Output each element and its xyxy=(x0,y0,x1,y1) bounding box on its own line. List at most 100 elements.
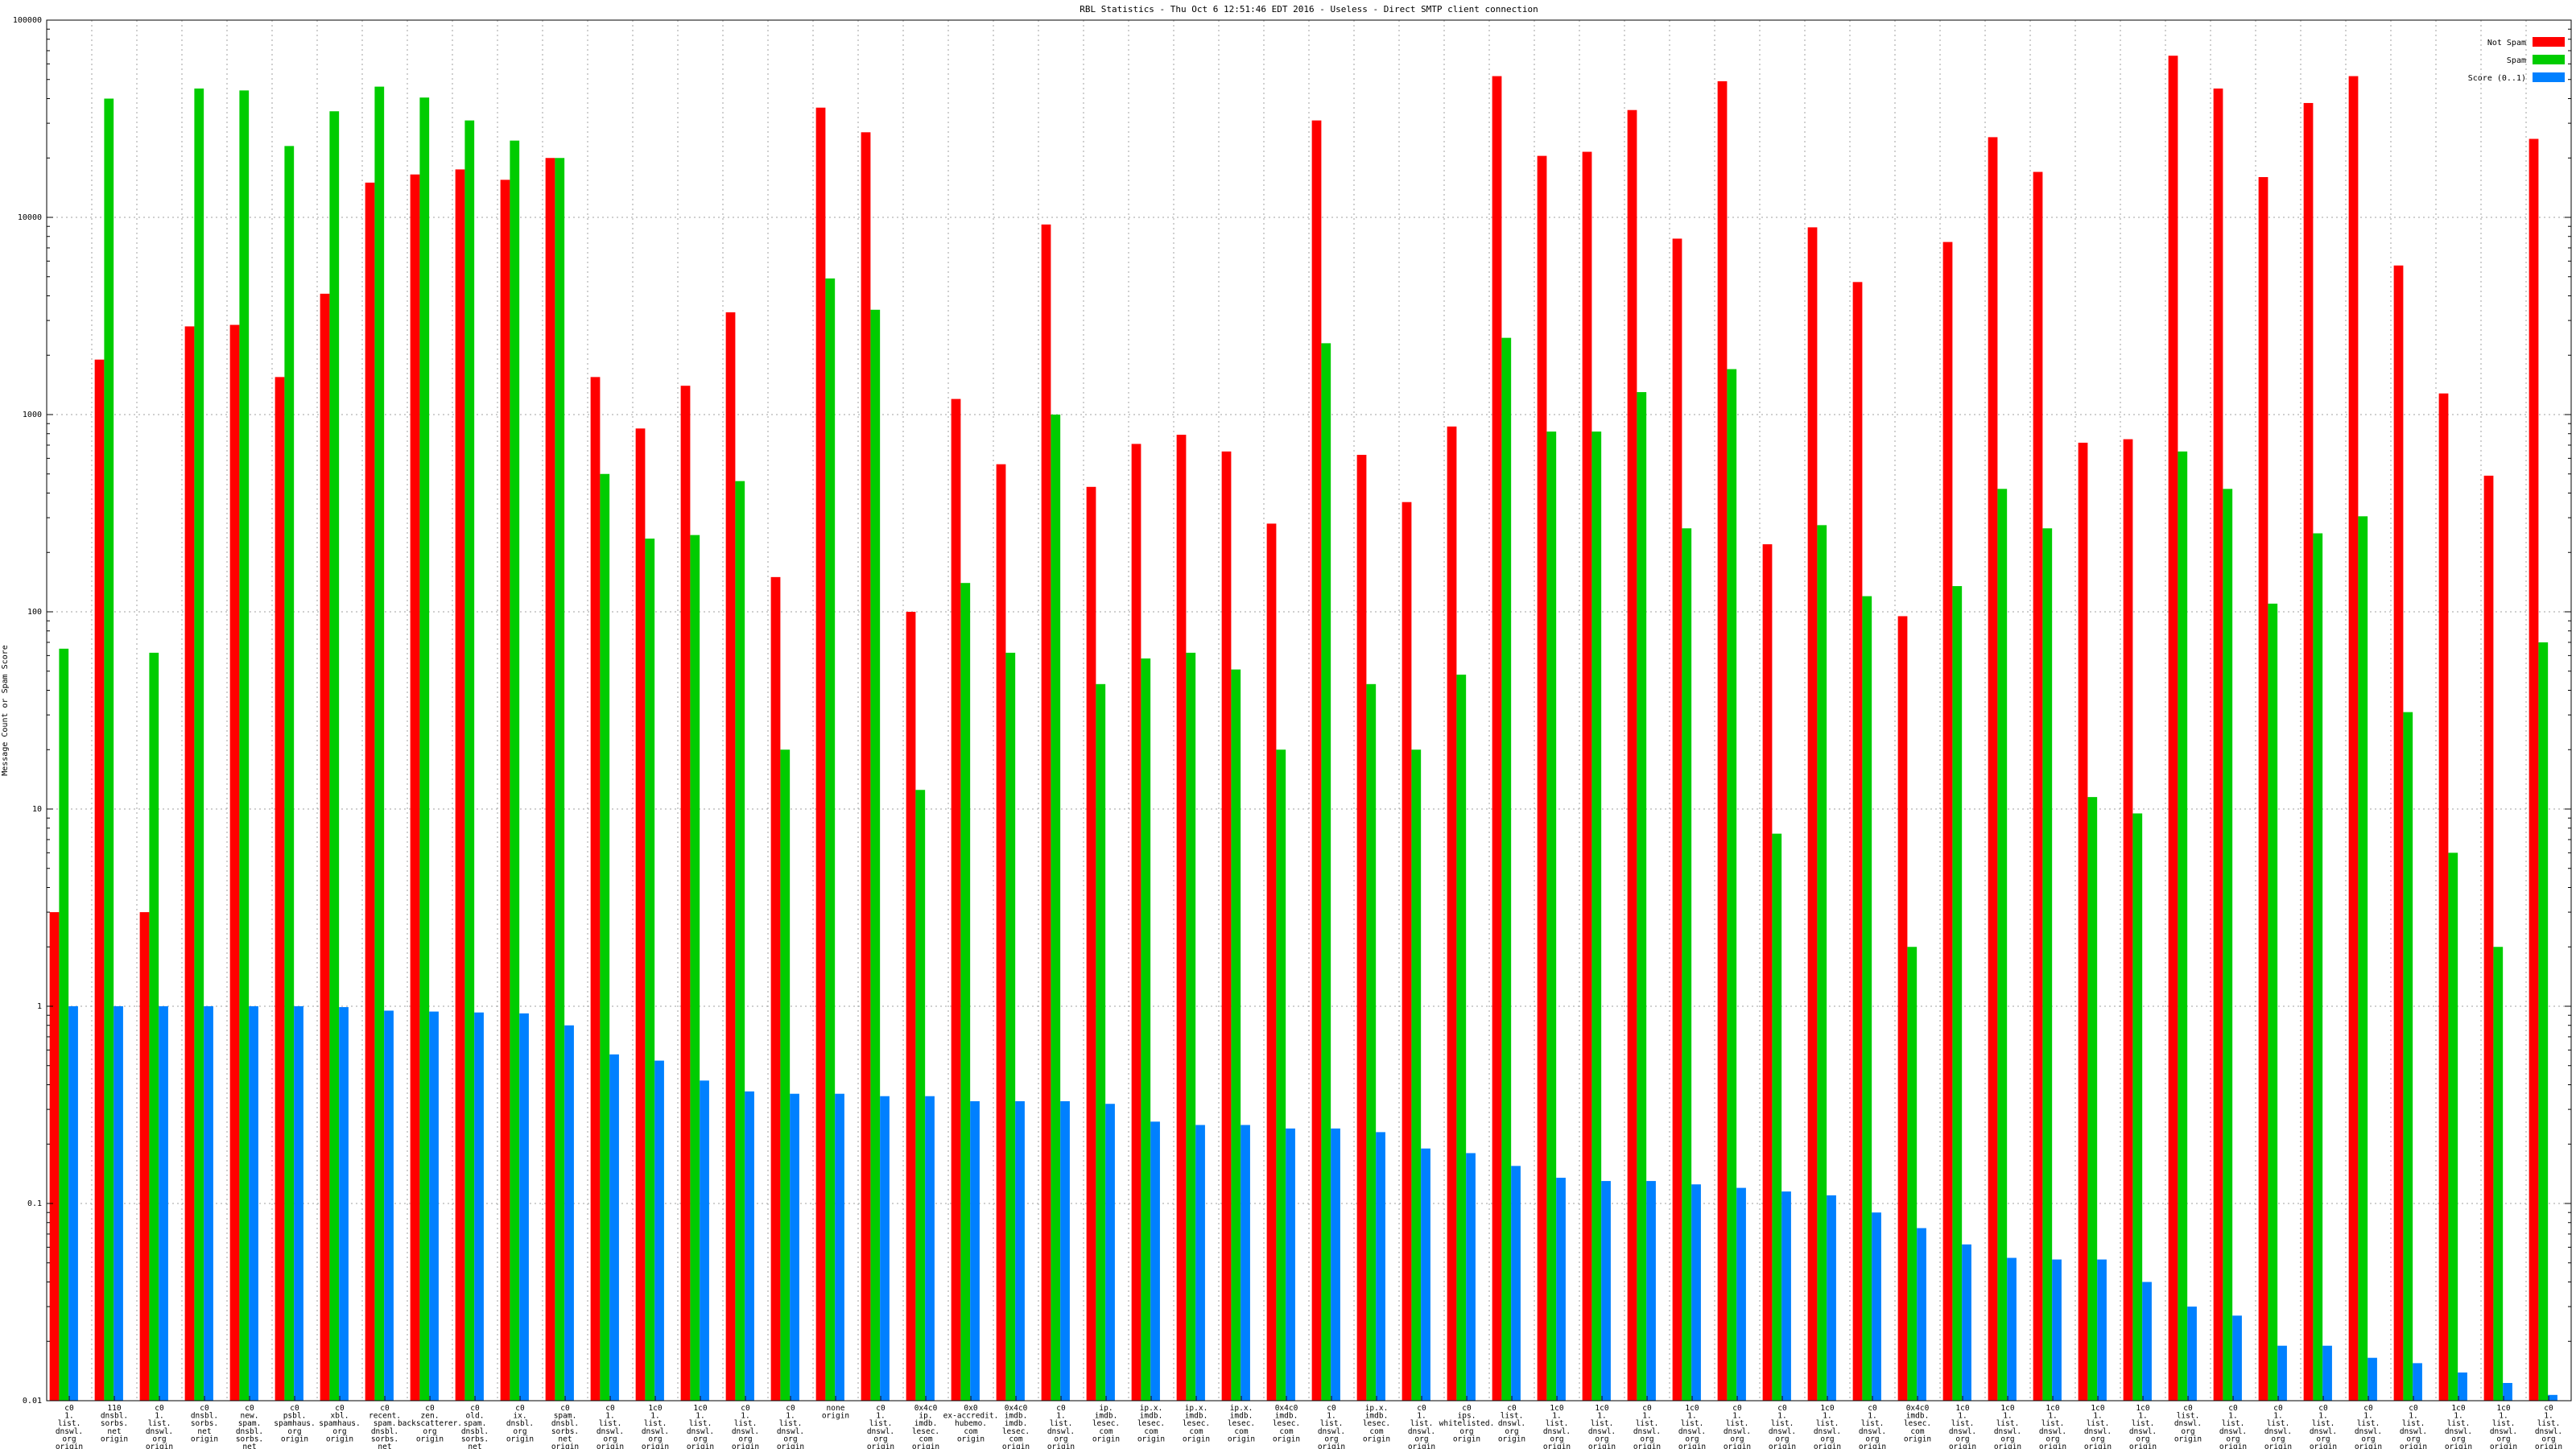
bar-spam-13 xyxy=(645,539,655,1401)
x-category-label-line: ip.x. xyxy=(1140,1404,1163,1413)
x-category-label-line: ip.x. xyxy=(1230,1404,1253,1413)
bar-score-0-1-19 xyxy=(925,1096,935,1401)
bar-not-spam-21 xyxy=(996,464,1006,1402)
bar-not-spam-16 xyxy=(770,576,781,1401)
x-category-label-line: origin xyxy=(2310,1443,2337,1449)
x-category-label-line: ip. xyxy=(919,1412,932,1421)
x-category-label-line: 1c0 xyxy=(1685,1404,1699,1413)
x-category-label: 0x4c0 imdb. lesec. com origin xyxy=(1904,1404,1931,1443)
x-category-label-line: list. xyxy=(644,1419,667,1428)
x-category-label-line: 1. xyxy=(2228,1412,2237,1421)
x-category-label-line: dnswl. xyxy=(2400,1427,2427,1436)
bar-not-spam-20 xyxy=(951,398,961,1401)
x-category-label-line: dnswl. xyxy=(597,1427,624,1436)
x-category-label-line: 1. xyxy=(786,1412,795,1421)
x-category-label-line: list. xyxy=(2357,1419,2380,1428)
x-category-label-line: 1. xyxy=(2454,1412,2462,1421)
x-category-label-line: c0 xyxy=(1777,1404,1787,1413)
bar-score-0-1-1 xyxy=(114,1006,123,1401)
x-category-label-line: origin xyxy=(1724,1443,1751,1449)
x-category-label-line: dnswl. xyxy=(1047,1427,1075,1436)
x-category-label-line: dnsbl. xyxy=(551,1419,579,1428)
bar-spam-38 xyxy=(1772,833,1782,1401)
x-category-label-line: dnswl. xyxy=(1588,1427,1616,1436)
x-category-label-line: c0 xyxy=(1327,1404,1336,1413)
x-category-label-line: 1. xyxy=(1552,1412,1561,1421)
x-category-label-line: org xyxy=(513,1427,526,1436)
bar-not-spam-41 xyxy=(1897,616,1908,1401)
x-category-label-line: 1. xyxy=(2003,1412,2012,1421)
x-category-label-line: origin xyxy=(1498,1435,1525,1443)
bar-score-0-1-35 xyxy=(1646,1181,1656,1401)
x-category-label-line: spamhaus. xyxy=(274,1419,315,1428)
bar-not-spam-55 xyxy=(2529,138,2539,1402)
bar-not-spam-34 xyxy=(1582,151,1592,1401)
bar-score-0-1-14 xyxy=(700,1080,709,1401)
bar-spam-10 xyxy=(510,140,520,1402)
x-category-label: c0 psbl. spamhaus. org origin xyxy=(274,1404,315,1443)
bar-spam-27 xyxy=(1276,749,1286,1401)
x-category-label-line: origin xyxy=(1183,1435,1210,1443)
x-category-label-line: dnsbl. xyxy=(506,1419,534,1428)
bar-score-0-1-16 xyxy=(790,1093,799,1401)
x-category-label: ip. imdb. lesec. com origin xyxy=(1092,1404,1120,1443)
x-category-label-line: origin xyxy=(1949,1443,1976,1449)
bar-not-spam-3 xyxy=(184,326,195,1401)
bar-score-0-1-29 xyxy=(1376,1132,1385,1401)
bar-not-spam-37 xyxy=(1717,80,1728,1401)
x-category-label: ip.x. imdb. lesec. com origin xyxy=(1228,1404,1255,1443)
x-category-label-line: origin xyxy=(732,1443,759,1449)
bar-not-spam-29 xyxy=(1356,455,1367,1401)
x-category-label-line: imdb. xyxy=(1095,1412,1118,1421)
x-category-label-line: dnswl. xyxy=(1769,1427,1796,1436)
x-category-label: 1c0 1. list. dnswl. org origin xyxy=(1588,1404,1616,1449)
bar-spam-8 xyxy=(419,97,430,1401)
x-category-label-line: org xyxy=(2046,1435,2059,1443)
x-category-label-line: origin xyxy=(957,1435,985,1443)
bar-not-spam-45 xyxy=(2078,442,2088,1401)
bar-score-0-1-44 xyxy=(2052,1259,2062,1401)
x-category-label-line: net xyxy=(558,1435,572,1443)
x-category-label-line: c0 xyxy=(1056,1404,1066,1413)
bar-not-spam-2 xyxy=(139,912,150,1401)
x-category-label-line: lesec. xyxy=(1183,1419,1210,1428)
bar-score-0-1-8 xyxy=(429,1011,439,1401)
x-category-label-line: list. xyxy=(2492,1419,2516,1428)
x-category-label-line: lesec. xyxy=(1904,1419,1931,1428)
x-category-label-line: net xyxy=(197,1427,211,1436)
x-category-label: c0 ix. dnsbl. org origin xyxy=(506,1404,534,1443)
x-category-label: 1c0 1. list. dnswl. org origin xyxy=(1678,1404,1706,1449)
x-category-label-line: dnswl. xyxy=(2084,1427,2112,1436)
bar-spam-15 xyxy=(735,481,745,1402)
bar-spam-26 xyxy=(1231,669,1241,1401)
bar-spam-42 xyxy=(1952,586,1963,1401)
x-category-label-line: 1. xyxy=(1732,1412,1741,1421)
x-category-label-line: list. xyxy=(2447,1419,2471,1428)
bar-spam-24 xyxy=(1141,658,1151,1401)
bar-not-spam-33 xyxy=(1537,155,1547,1401)
bar-not-spam-52 xyxy=(2393,265,2404,1401)
x-category-label-line: list. xyxy=(1410,1419,1434,1428)
x-category-label-line: origin xyxy=(1859,1443,1886,1449)
x-category-label-line: list. xyxy=(1726,1419,1749,1428)
bar-score-0-1-3 xyxy=(204,1006,213,1401)
x-category-label-line: org xyxy=(287,1427,301,1436)
x-category-label: c0 1. list. dnswl. org origin xyxy=(2219,1404,2247,1449)
bar-not-spam-4 xyxy=(229,324,240,1402)
bar-not-spam-39 xyxy=(1807,227,1818,1402)
bar-not-spam-46 xyxy=(2123,439,2133,1401)
legend-label: Not Spam xyxy=(2487,39,2526,47)
bar-spam-1 xyxy=(104,98,114,1401)
x-category-label: 1c0 1. list. dnswl. org origin xyxy=(687,1404,714,1449)
x-category-label-line: org xyxy=(1640,1435,1653,1443)
x-category-label-line: org xyxy=(1865,1435,1879,1443)
x-category-label-line: backscatterer. xyxy=(398,1419,462,1428)
x-category-label: 1c0 1. list. dnswl. org origin xyxy=(1814,1404,1841,1449)
bar-score-0-1-45 xyxy=(2097,1259,2107,1401)
bar-spam-25 xyxy=(1186,652,1196,1401)
x-category-label-line: list. xyxy=(2041,1419,2065,1428)
bar-not-spam-23 xyxy=(1086,486,1096,1401)
x-category-label-line: list. xyxy=(599,1419,622,1428)
bar-score-0-1-42 xyxy=(1962,1244,1971,1401)
